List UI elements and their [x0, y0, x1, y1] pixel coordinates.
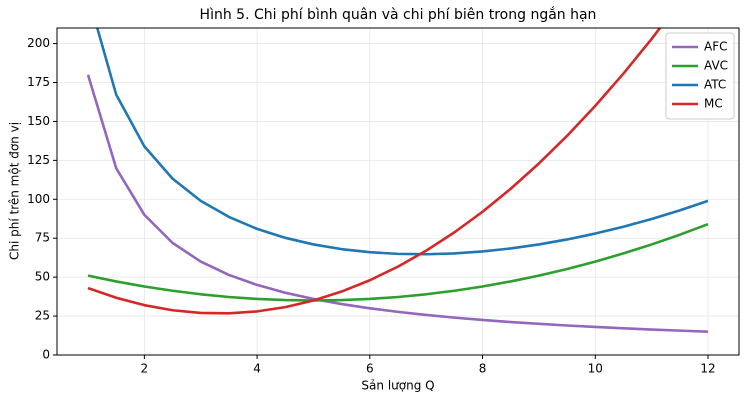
line-series — [87, 28, 662, 315]
x-tick-label: 6 — [366, 362, 374, 376]
line-series — [87, 222, 709, 302]
y-tick-label: 50 — [35, 270, 50, 284]
y-tick-label: 200 — [27, 36, 50, 50]
legend-box — [665, 32, 735, 120]
plot-frame — [56, 27, 740, 356]
legend-label: ATC — [704, 78, 726, 92]
y-axis-label: Chi phí trên một đơn vị — [8, 122, 22, 260]
x-axis-label: Sản lượng Q — [361, 379, 434, 393]
y-tick-label: 150 — [27, 114, 50, 128]
line-series — [86, 74, 709, 333]
y-tick-label: 25 — [35, 309, 50, 323]
y-tick-label: 100 — [27, 192, 50, 206]
y-tick-label: 0 — [42, 348, 50, 362]
x-tick-label: 12 — [700, 362, 715, 376]
x-tick-label: 10 — [588, 362, 603, 376]
legend-label: MC — [704, 97, 723, 111]
plot-lines — [86, 28, 709, 333]
x-tick-label: 4 — [253, 362, 261, 376]
line-series — [95, 28, 709, 256]
chart-title: Hình 5. Chi phí bình quân và chi phí biê… — [200, 6, 597, 23]
legend-label: AVC — [704, 59, 728, 73]
y-tick-label: 125 — [27, 153, 50, 167]
y-tick-label: 75 — [35, 231, 50, 245]
x-tick-label: 2 — [141, 362, 149, 376]
y-tick-label: 175 — [27, 75, 50, 89]
legend-label: AFC — [704, 40, 728, 54]
x-tick-label: 8 — [479, 362, 487, 376]
